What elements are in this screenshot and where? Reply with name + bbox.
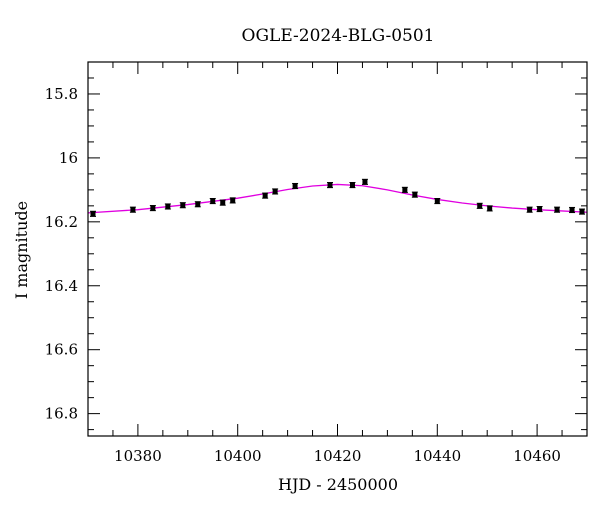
data-point	[219, 199, 226, 206]
data-marker	[262, 193, 268, 199]
data-marker	[327, 182, 333, 188]
x-axis-label: HJD - 2450000	[278, 475, 398, 494]
axis-tick-labels: 10380 10400 10420 10440 10460 15.8 16 16.2 16.4 1…	[45, 85, 561, 465]
data-point	[262, 192, 269, 199]
data-marker	[210, 198, 216, 204]
data-point	[554, 206, 561, 213]
data-marker	[554, 207, 560, 213]
x-tick-label: 10460	[513, 447, 561, 465]
data-marker	[349, 182, 355, 188]
data-marker	[569, 207, 575, 213]
data-point	[536, 205, 543, 213]
data-point	[401, 186, 408, 193]
data-points-layer	[89, 178, 586, 217]
y-tick-label: 16	[59, 149, 78, 167]
data-point	[209, 197, 216, 205]
data-marker	[477, 203, 483, 209]
data-point	[361, 178, 368, 185]
data-point	[164, 203, 171, 210]
data-marker	[195, 201, 201, 207]
data-point	[229, 197, 236, 204]
data-point	[292, 182, 299, 190]
data-marker	[487, 205, 493, 211]
data-marker	[292, 183, 298, 189]
data-point	[411, 191, 418, 198]
data-marker	[220, 200, 226, 206]
data-marker	[527, 207, 533, 213]
data-marker	[579, 209, 585, 215]
data-marker	[130, 207, 136, 213]
x-tick-label: 10420	[314, 447, 362, 465]
axis-ticks	[87, 61, 588, 436]
y-tick-label: 16.4	[45, 277, 78, 295]
x-tick-label: 10400	[214, 447, 262, 465]
data-point	[179, 202, 186, 209]
data-point	[89, 210, 96, 217]
data-marker	[90, 211, 96, 217]
data-point	[579, 208, 586, 215]
x-tick-label: 10380	[114, 447, 162, 465]
data-point	[129, 206, 136, 213]
data-point	[434, 197, 441, 205]
data-marker	[165, 203, 171, 209]
data-point	[149, 205, 156, 212]
data-marker	[402, 187, 408, 193]
model-curve	[87, 183, 588, 214]
chart-title: OGLE-2024-BLG-0501	[242, 26, 435, 46]
x-tick-label: 10440	[413, 447, 461, 465]
data-point	[194, 201, 201, 208]
data-marker	[150, 205, 156, 211]
data-marker	[180, 202, 186, 208]
data-point	[272, 188, 279, 195]
data-marker	[230, 197, 236, 203]
data-marker	[272, 188, 278, 194]
data-point	[327, 182, 334, 189]
data-marker	[362, 179, 368, 185]
y-tick-label: 16.8	[45, 405, 78, 423]
y-tick-label: 16.6	[45, 341, 78, 359]
model-curve-layer	[87, 183, 588, 214]
data-point	[486, 205, 493, 212]
data-point	[526, 206, 533, 213]
y-tick-label: 16.2	[45, 213, 78, 231]
data-point	[569, 206, 576, 214]
plot-frame	[87, 61, 588, 437]
y-tick-label: 15.8	[45, 85, 78, 103]
data-point	[349, 182, 356, 189]
data-marker	[537, 206, 543, 212]
data-point	[476, 202, 483, 209]
y-axis-label: I magnitude	[12, 201, 31, 299]
data-marker	[412, 192, 418, 198]
data-marker	[434, 198, 440, 204]
